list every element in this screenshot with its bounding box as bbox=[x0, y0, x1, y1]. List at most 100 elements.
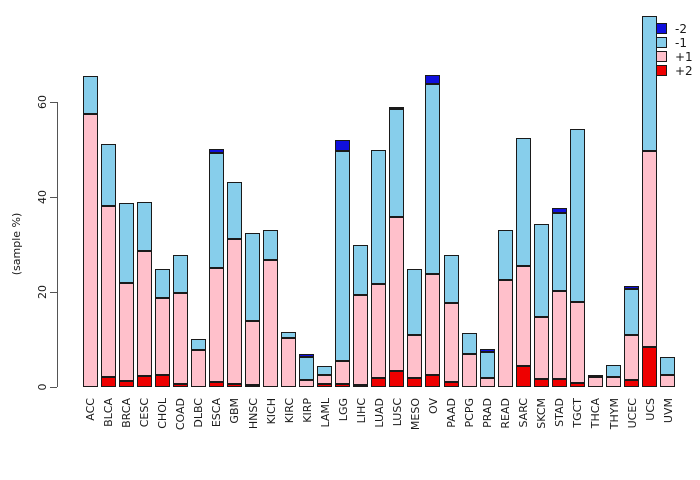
bar-segment-tgct-+1 bbox=[569, 301, 585, 383]
y-axis-line bbox=[57, 102, 58, 387]
bar-segment-esca--2 bbox=[208, 148, 224, 153]
x-tick-label-read: READ bbox=[499, 398, 513, 429]
bar-segment-ucec-+2 bbox=[624, 380, 639, 387]
bar-segment-prad--2 bbox=[479, 348, 495, 352]
legend-item: -2 bbox=[656, 22, 693, 35]
y-tick-label: 0 bbox=[36, 383, 49, 391]
bar-segment-read--1 bbox=[497, 230, 513, 280]
bar-segment-lgg-+2 bbox=[335, 383, 351, 387]
bar-segment-coad-+1 bbox=[172, 293, 188, 385]
x-tick-label-ucs: UCS bbox=[643, 398, 657, 421]
bar-segment-prad--1 bbox=[479, 351, 495, 379]
legend-item: -1 bbox=[656, 36, 693, 49]
bar-ucs bbox=[642, 15, 658, 387]
x-tick-label-thym: THYM bbox=[607, 398, 621, 430]
y-tick-mark bbox=[50, 197, 57, 198]
x-tick-label-cesc: CESC bbox=[138, 398, 152, 428]
bar-segment-kirp--2 bbox=[299, 353, 315, 358]
bar-hnsc bbox=[245, 232, 260, 387]
bar-segment-tgct--1 bbox=[569, 128, 585, 302]
bar-segment-paad-+2 bbox=[443, 381, 459, 387]
bar-segment-esca--1 bbox=[208, 152, 224, 268]
bar-paad bbox=[443, 255, 459, 387]
bar-segment-ov-+2 bbox=[425, 375, 441, 387]
bar-segment-thym-+1 bbox=[606, 377, 621, 387]
x-tick-label-lgg: LGG bbox=[336, 398, 350, 422]
bar-stad bbox=[551, 208, 567, 387]
bar-segment-esca-+2 bbox=[208, 381, 224, 387]
bar-lgg bbox=[335, 139, 351, 387]
bar-segment-cesc-+2 bbox=[136, 376, 152, 387]
bar-segment-lusc-+2 bbox=[389, 370, 405, 387]
bar-segment-sarc--1 bbox=[515, 138, 531, 267]
bar-gbm bbox=[226, 181, 242, 387]
x-tick-label-luad: LUAD bbox=[372, 398, 386, 428]
bar-segment-sarc-+2 bbox=[515, 366, 531, 387]
bar-segment-uvm--1 bbox=[660, 357, 676, 376]
bar-segment-brca-+2 bbox=[118, 380, 134, 387]
legend-label: -2 bbox=[675, 21, 687, 36]
bar-segment-thym--1 bbox=[606, 365, 621, 378]
legend-swatch-icon bbox=[656, 23, 667, 34]
x-tick-label-uvm: UVM bbox=[661, 398, 675, 424]
bar-kich bbox=[263, 230, 278, 387]
bar-laml bbox=[317, 366, 333, 387]
bar-ucec bbox=[624, 286, 639, 387]
x-tick-label-brca: BRCA bbox=[120, 398, 134, 428]
bar-segment-kirc-+1 bbox=[281, 337, 297, 387]
x-tick-label-pcpg: PCPG bbox=[463, 398, 477, 428]
bar-segment-kich--1 bbox=[263, 230, 278, 260]
y-tick-label: 20 bbox=[36, 285, 49, 299]
bar-segment-acc--1 bbox=[82, 76, 98, 115]
bar-segment-lgg-+1 bbox=[335, 361, 351, 384]
bar-dlbc bbox=[190, 339, 206, 387]
x-tick-label-prad: PRAD bbox=[481, 398, 495, 428]
bar-segment-chol-+1 bbox=[154, 297, 170, 375]
legend-label: +2 bbox=[675, 63, 693, 78]
bar-segment-sarc-+1 bbox=[515, 266, 531, 367]
bar-segment-ucec-+1 bbox=[624, 335, 639, 381]
x-tick-label-kirp: KIRP bbox=[300, 398, 314, 423]
bar-segment-blca--1 bbox=[100, 144, 116, 207]
bar-segment-pcpg-+1 bbox=[461, 353, 477, 387]
bar-kirp bbox=[299, 353, 315, 387]
bar-segment-acc-+1 bbox=[82, 114, 98, 387]
bar-segment-skcm-+1 bbox=[533, 317, 549, 380]
bar-segment-esca-+1 bbox=[208, 267, 224, 382]
x-tick-label-stad: STAD bbox=[553, 398, 567, 427]
bar-segment-lusc-+1 bbox=[389, 216, 405, 371]
bar-blca bbox=[100, 144, 116, 387]
bar-segment-ucec--1 bbox=[624, 288, 639, 336]
bar-chol bbox=[154, 269, 170, 387]
bar-segment-brca-+1 bbox=[118, 282, 134, 381]
bar-segment-lihc-+2 bbox=[353, 385, 369, 387]
bar-segment-lusc--2 bbox=[389, 106, 405, 109]
y-tick-mark bbox=[50, 387, 57, 388]
bar-segment-ov--1 bbox=[425, 83, 441, 274]
legend-swatch-icon bbox=[656, 65, 667, 76]
legend-swatch-icon bbox=[656, 37, 667, 48]
bar-segment-skcm-+2 bbox=[533, 379, 549, 387]
x-tick-label-blca: BLCA bbox=[102, 398, 115, 427]
y-tick-mark bbox=[50, 292, 57, 293]
bar-segment-hnsc-+1 bbox=[245, 321, 260, 385]
x-tick-label-tgct: TGCT bbox=[571, 398, 585, 428]
bar-segment-dlbc--1 bbox=[190, 339, 206, 350]
x-tick-label-esca: ESCA bbox=[210, 398, 224, 428]
x-tick-label-paad: PAAD bbox=[445, 398, 458, 428]
bar-segment-ucec--2 bbox=[624, 286, 639, 289]
bar-segment-thca-+1 bbox=[587, 377, 603, 387]
bar-acc bbox=[82, 76, 98, 387]
bar-segment-blca-+2 bbox=[100, 377, 116, 387]
bar-brca bbox=[118, 203, 134, 387]
x-tick-label-meso: MESO bbox=[408, 398, 422, 431]
bar-segment-cesc--1 bbox=[136, 201, 152, 251]
legend-item: +1 bbox=[656, 50, 693, 63]
bar-segment-gbm-+1 bbox=[226, 238, 242, 385]
bar-segment-chol--1 bbox=[154, 269, 170, 298]
bar-segment-coad-+2 bbox=[172, 384, 188, 387]
x-tick-label-skcm: SKCM bbox=[535, 398, 549, 429]
bar-segment-stad--1 bbox=[551, 213, 567, 292]
bar-sarc bbox=[515, 138, 531, 387]
